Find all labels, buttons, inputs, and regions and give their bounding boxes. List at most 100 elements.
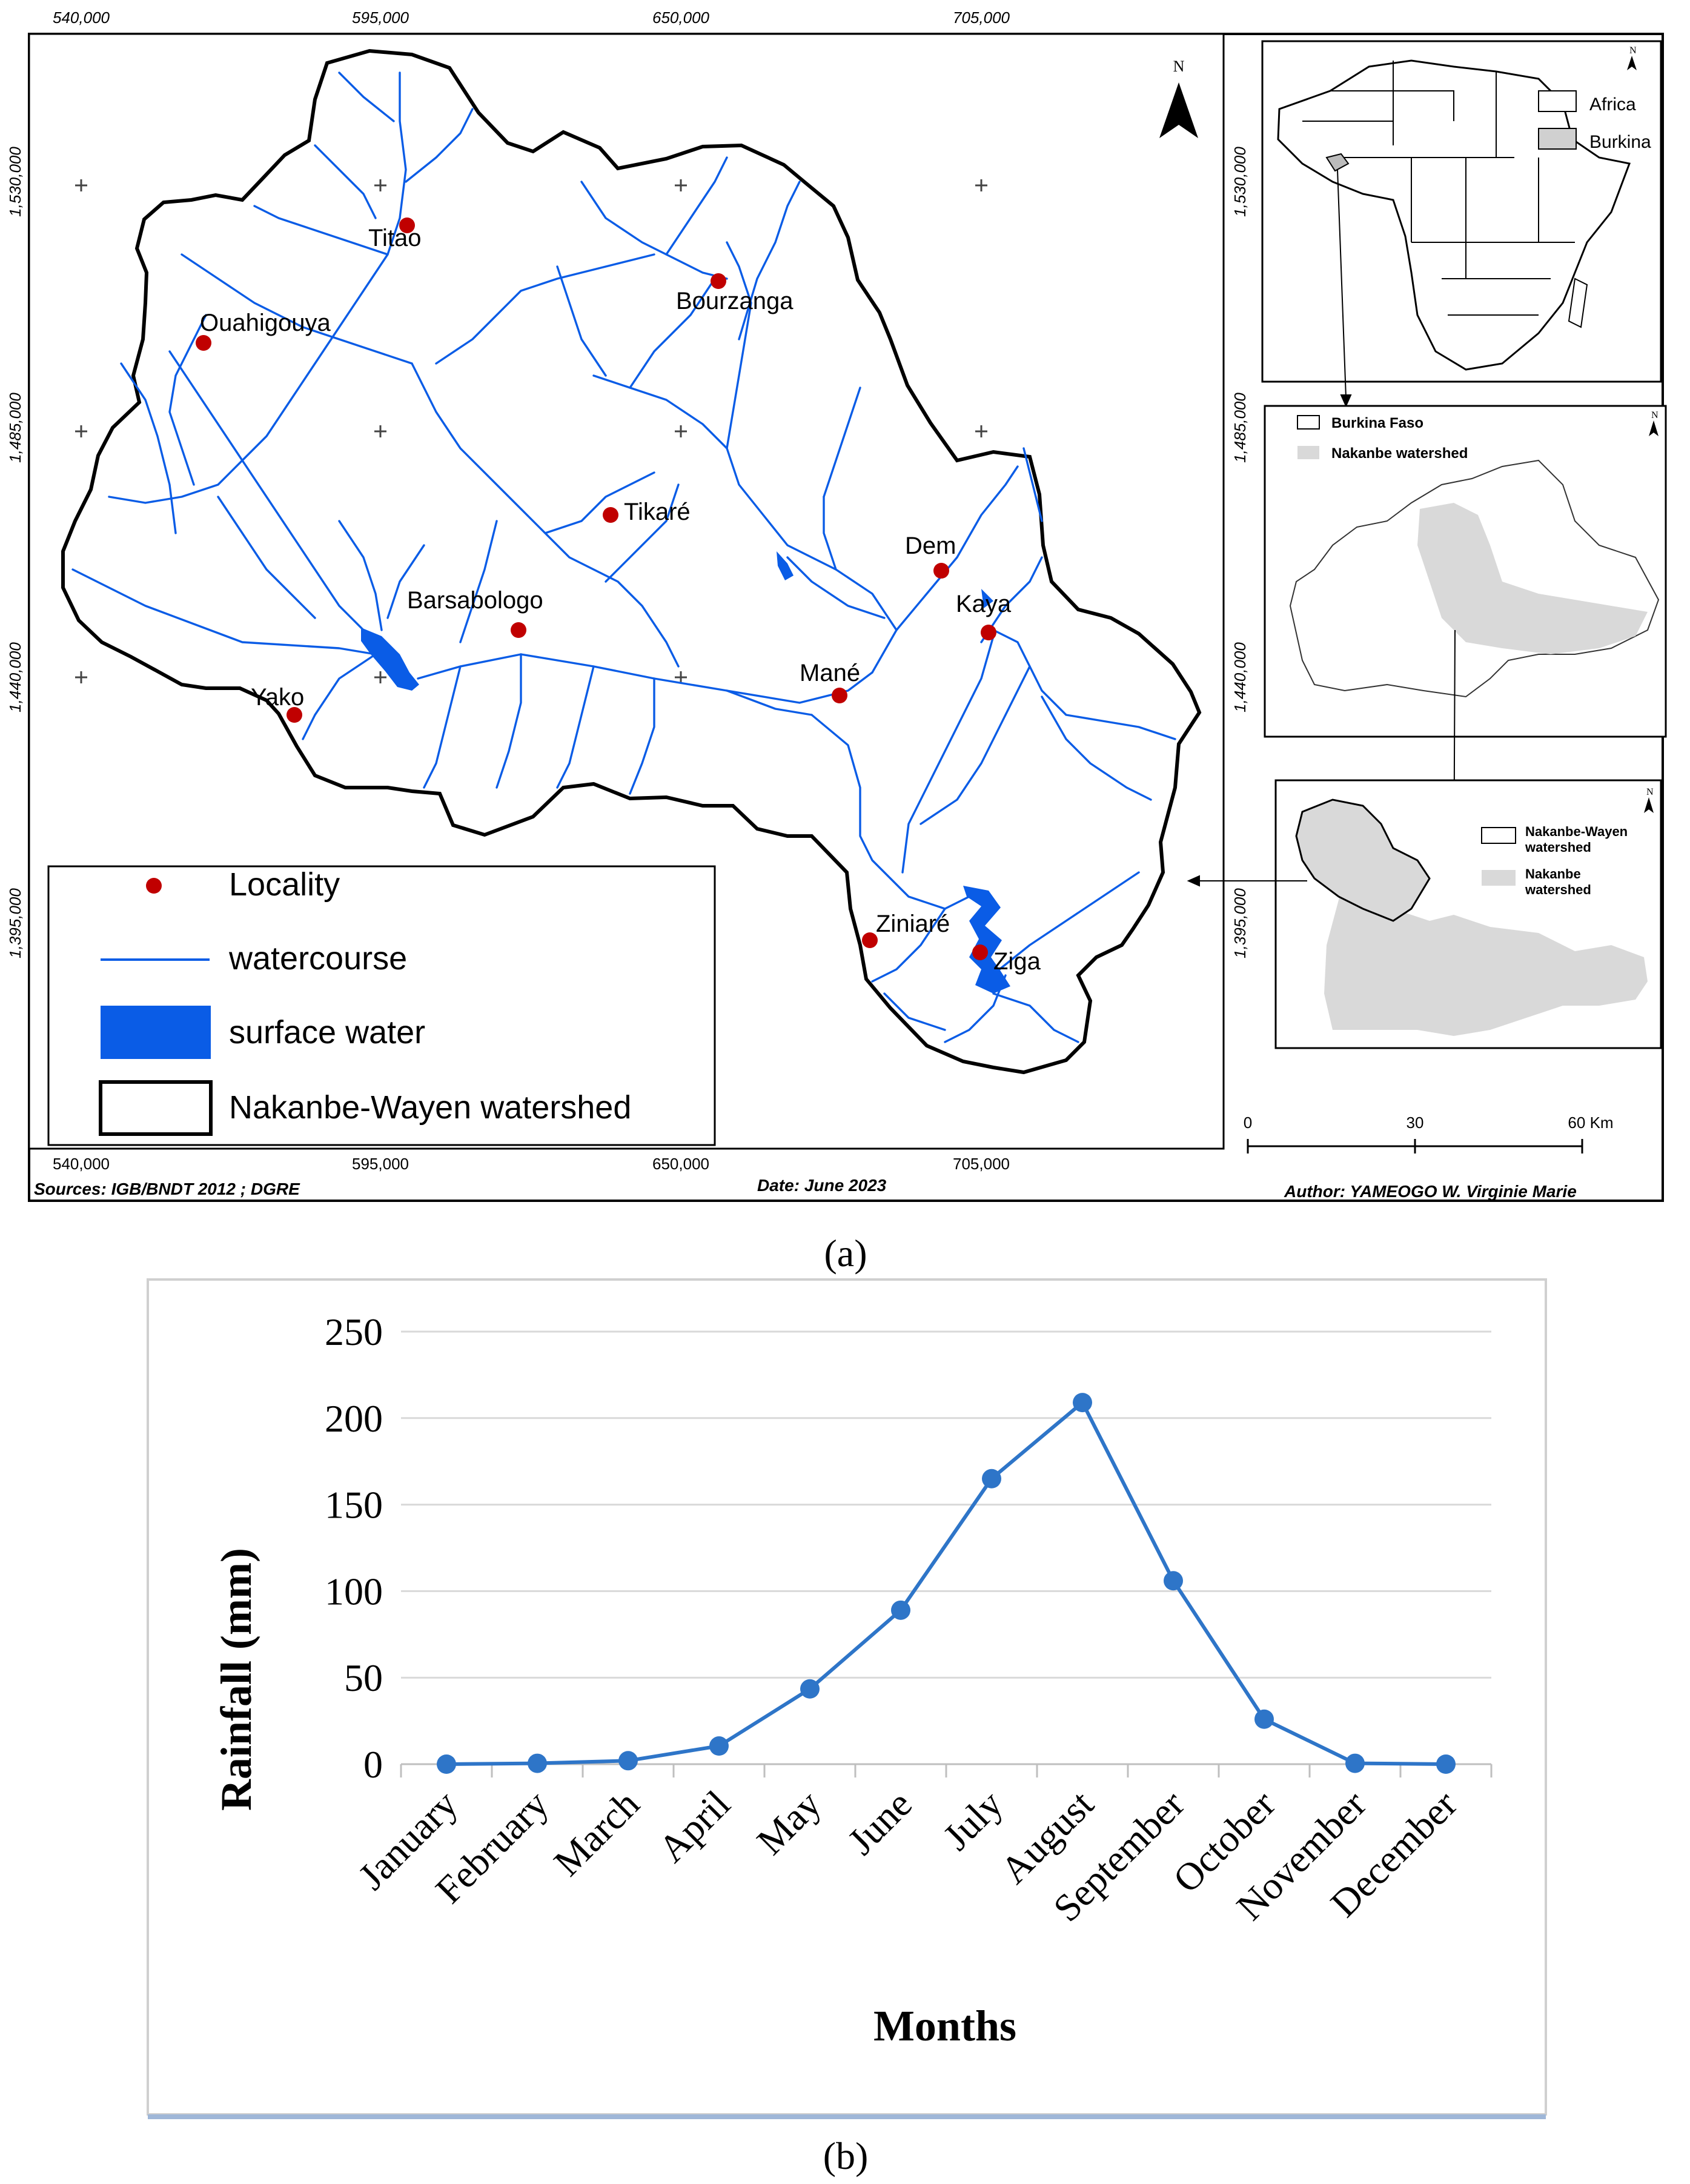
legend-burkina-faso-label: Burkina Faso bbox=[1331, 415, 1423, 431]
legend-surface-water-label: surface water bbox=[229, 1014, 425, 1051]
left-coord: 1,530,000 bbox=[6, 147, 24, 217]
north-arrow-icon bbox=[1644, 797, 1654, 813]
locality-marker bbox=[832, 688, 847, 703]
scale-label: 0 bbox=[1244, 1114, 1252, 1132]
locality-label: Mané bbox=[800, 660, 860, 686]
africa-borders bbox=[1302, 61, 1575, 316]
chart-data-point bbox=[800, 1679, 820, 1699]
locality-marker bbox=[972, 944, 988, 960]
inset-burkina: N Burkina Faso Nakanbe watershed bbox=[1264, 405, 1667, 738]
legend-wayen-label: watershed bbox=[1525, 840, 1591, 855]
bottom-coord: 650,000 bbox=[652, 1155, 709, 1173]
map-date: Date: June 2023 bbox=[757, 1176, 887, 1195]
map-panel: 540,000 595,000 650,000 705,000 540,000 … bbox=[6, 8, 1667, 1202]
legend-locality-symbol bbox=[146, 878, 162, 894]
legend-nakanbe-symbol bbox=[1482, 870, 1516, 886]
chart-y-ticks: 0 50 100 150 200 250 bbox=[325, 1310, 383, 1786]
scale-label: 30 bbox=[1407, 1114, 1424, 1132]
chart-data-point bbox=[1164, 1571, 1183, 1591]
top-coord: 595,000 bbox=[352, 8, 409, 27]
north-label: N bbox=[1646, 787, 1654, 797]
locality-marker bbox=[711, 273, 726, 289]
chart-y-tick-label: 200 bbox=[325, 1397, 383, 1440]
north-arrow-icon bbox=[1649, 420, 1659, 436]
locality-label: Kaya bbox=[956, 591, 1012, 617]
chart-y-tick-label: 100 bbox=[325, 1570, 383, 1613]
chart-data-point bbox=[709, 1736, 729, 1756]
chart-data-point bbox=[1345, 1753, 1365, 1773]
localities: Titao Bourzanga Ouahigouya Tikaré Dem Ba… bbox=[196, 217, 1041, 975]
chart-x-axis-label: Months bbox=[873, 2002, 1016, 2050]
chart-data-point bbox=[1073, 1393, 1092, 1413]
chart-data-point bbox=[437, 1754, 456, 1774]
map-sources: Sources: IGB/BNDT 2012 ; DGRE bbox=[34, 1180, 300, 1198]
chart-data-point bbox=[528, 1753, 547, 1773]
nakanbe-shape bbox=[1324, 891, 1648, 1036]
right-coord: 1,530,000 bbox=[1231, 147, 1249, 217]
left-coord: 1,395,000 bbox=[6, 888, 24, 958]
locality-label: Yako bbox=[251, 684, 304, 711]
nakanbe-wayen-shape bbox=[1295, 798, 1431, 922]
legend-nakanbe-label: Nakanbe bbox=[1525, 866, 1581, 881]
locality-label: Ouahigouya bbox=[200, 310, 331, 336]
chart-data-point bbox=[1436, 1754, 1456, 1774]
chart-data-point bbox=[891, 1600, 910, 1620]
locality-marker bbox=[603, 507, 618, 523]
legend-nakanbe-symbol bbox=[1297, 446, 1319, 459]
bottom-coord: 540,000 bbox=[53, 1155, 110, 1173]
chart-y-tick-label: 250 bbox=[325, 1310, 383, 1353]
bottom-coord: 595,000 bbox=[352, 1155, 409, 1173]
connector-arrow bbox=[1337, 169, 1352, 408]
legend-africa-symbol bbox=[1538, 90, 1577, 112]
legend-watershed-label: Nakanbe-Wayen watershed bbox=[229, 1089, 631, 1126]
map-author: Author: YAMEOGO W. Virginie Marie bbox=[1284, 1182, 1577, 1201]
legend-nakanbe-label: watershed bbox=[1525, 882, 1591, 897]
locality-marker bbox=[196, 335, 211, 351]
burkina-highlight bbox=[1325, 153, 1350, 172]
surface-water-bodies bbox=[361, 551, 1010, 994]
watercourses bbox=[71, 71, 1176, 1043]
locality-label: Ziniaré bbox=[876, 911, 950, 937]
inset-nakanbe: N Nakanbe-Wayen watershed Nakanbe waters… bbox=[1274, 779, 1662, 1049]
legend-burkina-label: Burkina bbox=[1589, 132, 1651, 152]
locality-marker bbox=[862, 932, 878, 948]
locality-marker bbox=[933, 563, 949, 579]
right-coord: 1,485,000 bbox=[1231, 393, 1249, 463]
bottom-coord: 705,000 bbox=[953, 1155, 1010, 1173]
chart-gridlines bbox=[400, 1330, 1493, 1777]
chart-y-axis-label: Rainfall (mm) bbox=[212, 1548, 260, 1811]
legend-wayen-label: Nakanbe-Wayen bbox=[1525, 824, 1628, 839]
locality-marker bbox=[399, 217, 415, 233]
north-label: N bbox=[1173, 58, 1185, 75]
caption-b: (b) bbox=[823, 2134, 869, 2177]
legend-nakanbe-label: Nakanbe watershed bbox=[1331, 445, 1468, 462]
top-coord: 705,000 bbox=[953, 8, 1010, 27]
north-arrow-icon: N bbox=[1159, 58, 1198, 138]
chart-y-tick-label: 50 bbox=[344, 1656, 383, 1699]
top-coord: 650,000 bbox=[652, 8, 710, 27]
right-coord: 1,440,000 bbox=[1231, 642, 1249, 712]
legend-locality-label: Locality bbox=[229, 866, 340, 903]
chart-data-point bbox=[1254, 1709, 1274, 1729]
locality-label: Titao bbox=[368, 225, 421, 251]
chart-y-tick-label: 150 bbox=[325, 1484, 383, 1527]
locality-label: Tikaré bbox=[624, 499, 691, 525]
north-arrow-icon bbox=[1627, 56, 1637, 70]
locality-label: Bourzanga bbox=[676, 288, 794, 314]
north-label: N bbox=[1629, 45, 1637, 56]
right-coord: 1,395,000 bbox=[1231, 888, 1249, 958]
scale-bar: 0 30 60 Km bbox=[1244, 1114, 1614, 1153]
madagascar-outline bbox=[1568, 277, 1588, 328]
chart-data-point bbox=[982, 1469, 1001, 1489]
north-label: N bbox=[1651, 410, 1659, 420]
locality-marker bbox=[287, 707, 302, 723]
scale-label: 60 Km bbox=[1568, 1114, 1613, 1132]
map-legend: Locality watercourse surface water Nakan… bbox=[47, 865, 716, 1146]
chart-series-line bbox=[446, 1401, 1446, 1766]
connector-arrow bbox=[1187, 875, 1307, 887]
locality-marker bbox=[511, 622, 526, 638]
locality-marker bbox=[981, 625, 996, 640]
top-coord: 540,000 bbox=[53, 8, 110, 27]
chart-data-point bbox=[618, 1751, 638, 1771]
